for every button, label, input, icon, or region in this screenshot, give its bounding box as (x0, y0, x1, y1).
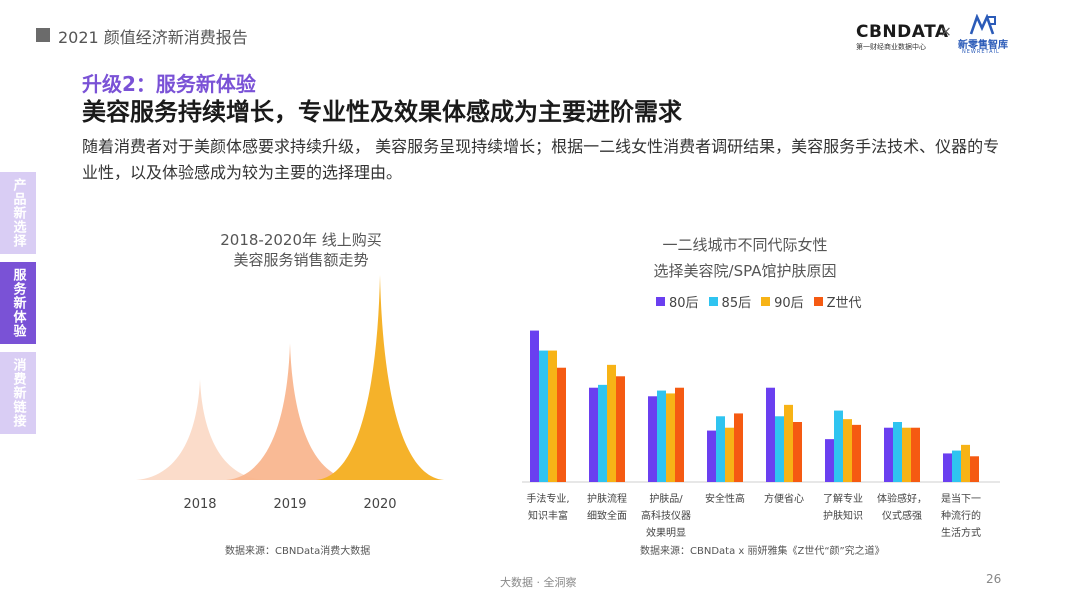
category-label-1: 护肤流程 (587, 492, 627, 505)
legend-swatch-80 (656, 297, 665, 306)
page-number: 26 (986, 572, 1002, 586)
category-label-7: 是当下一 (941, 492, 981, 505)
legend-item-80: 80后 (656, 292, 699, 311)
footer-tagline: 大数据 · 全洞察 (500, 576, 577, 589)
bar-4-85后 (775, 416, 784, 482)
category-label-0: 手法专业, (526, 492, 569, 505)
bar-2-85后 (657, 390, 666, 482)
bar-6-85后 (893, 422, 902, 482)
category-label-5: 护肤知识 (823, 509, 863, 522)
left-chart-source: 数据来源：CBNData消费大数据 (225, 546, 371, 557)
category-label-2: 效果明显 (646, 526, 686, 539)
category-label-2: 高科技仪器 (641, 509, 691, 522)
left-chart-title: 2018-2020年 线上购买 美容服务销售额走势 (196, 230, 406, 270)
bar-2-80后 (648, 396, 657, 482)
bar-1-Z世代 (616, 376, 625, 482)
category-label-6: 体验感好， (877, 492, 927, 505)
right-chart-title-line1: 一二线城市不同代际女性 (662, 236, 828, 254)
bar-7-85后 (952, 450, 961, 482)
header-square-marker (36, 28, 50, 42)
category-label-7: 种流行的 (941, 509, 981, 522)
legend-swatch-85 (708, 297, 718, 306)
bar-1-80后 (589, 387, 598, 482)
bar-6-80后 (884, 427, 893, 482)
category-label-6: 仪式感强 (882, 509, 922, 522)
side-tab-service[interactable]: 服务新体验 (0, 262, 36, 344)
bar-7-90后 (961, 444, 970, 482)
bar-2-90后 (666, 393, 675, 482)
cbndata-logo: CBNDATA (856, 22, 949, 42)
bar-7-80后 (943, 453, 952, 482)
bar-3-80后 (707, 430, 716, 482)
left-chart-title-line2: 美容服务销售额走势 (233, 251, 369, 269)
legend-label-90: 90后 (774, 296, 804, 311)
legend-item-85: 85后 (708, 292, 752, 311)
legend-item-90: 90后 (761, 292, 804, 311)
category-label-0: 知识丰富 (528, 509, 568, 522)
side-tab-consumption[interactable]: 消费新链接 (0, 352, 36, 434)
category-label-3: 安全性高 (705, 492, 745, 505)
right-chart-title-line2: 选择美容院/SPA馆护肤原因 (653, 262, 837, 280)
category-label-1: 细致全面 (587, 509, 627, 522)
newretail-logo-icon (969, 14, 996, 35)
bar-5-Z世代 (852, 424, 861, 482)
bar-1-90后 (607, 364, 616, 482)
right-chart-title: 一二线城市不同代际女性 选择美容院/SPA馆护肤原因 (630, 232, 860, 284)
category-label-7: 生活方式 (941, 526, 981, 539)
bar-4-90后 (784, 404, 793, 482)
x-label-2020: 2020 (363, 497, 396, 512)
section-kicker: 升级2：服务新体验 (82, 72, 256, 96)
category-label-5: 了解专业 (823, 492, 863, 505)
bar-0-80后 (530, 330, 539, 482)
left-peak-chart: 2018 2019 2020 (136, 275, 444, 512)
x-label-2019: 2019 (273, 497, 306, 512)
x-label-2018: 2018 (183, 497, 216, 512)
bar-4-80后 (766, 387, 775, 482)
bar-2-Z世代 (675, 387, 684, 482)
intro-paragraph: 随着消费者对于美颜体感要求持续升级， 美容服务呈现持续增长；根据一二线女性消费者… (82, 137, 1000, 182)
legend-swatch-z (813, 297, 823, 306)
bar-6-Z世代 (911, 427, 920, 482)
bar-3-Z世代 (734, 413, 743, 482)
category-label-2: 护肤品/ (649, 492, 683, 505)
cbndata-logo-subtitle: 第一财经商业数据中心 (856, 43, 926, 51)
bar-5-90后 (843, 419, 852, 482)
bar-0-90后 (548, 350, 557, 482)
bar-5-85后 (834, 410, 843, 482)
category-label-4: 方便省心 (764, 492, 804, 505)
legend-label-80: 80后 (669, 296, 699, 311)
legend-label-85: 85后 (721, 296, 752, 311)
bar-6-90后 (902, 427, 911, 482)
bar-3-90后 (725, 427, 734, 482)
side-tab-product[interactable]: 产品新选择 (0, 172, 36, 254)
legend-label-z: Z世代 (826, 296, 862, 311)
left-chart-title-line1: 2018-2020年 线上购买 (220, 231, 382, 249)
newretail-logo-subtitle: NEWRETAIL (962, 49, 1000, 55)
legend-item-z: Z世代 (813, 292, 862, 311)
bar-7-Z世代 (970, 456, 979, 482)
peak-2019 (226, 343, 354, 480)
bar-4-Z世代 (793, 422, 802, 482)
logo-separator: × (940, 24, 952, 40)
chart-legend: 80后 85后 90后 Z世代 (656, 292, 862, 311)
peak-2018 (136, 379, 264, 480)
bar-0-85后 (539, 350, 548, 482)
bar-3-85后 (716, 416, 725, 482)
bar-1-85后 (598, 384, 607, 482)
bar-0-Z世代 (557, 367, 566, 482)
bar-5-80后 (825, 439, 834, 482)
report-title: 2021 颜值经济新消费报告 (58, 28, 248, 47)
legend-swatch-90 (761, 297, 771, 306)
newretail-logo-text: 新零售智库 (958, 40, 1008, 51)
right-chart-source: 数据来源：CBNData x 丽妍雅集《Z世代“颜”究之道》 (640, 546, 885, 557)
page-headline: 美容服务持续增长，专业性及效果体感成为主要进阶需求 (82, 98, 682, 126)
peak-2020 (316, 275, 444, 480)
